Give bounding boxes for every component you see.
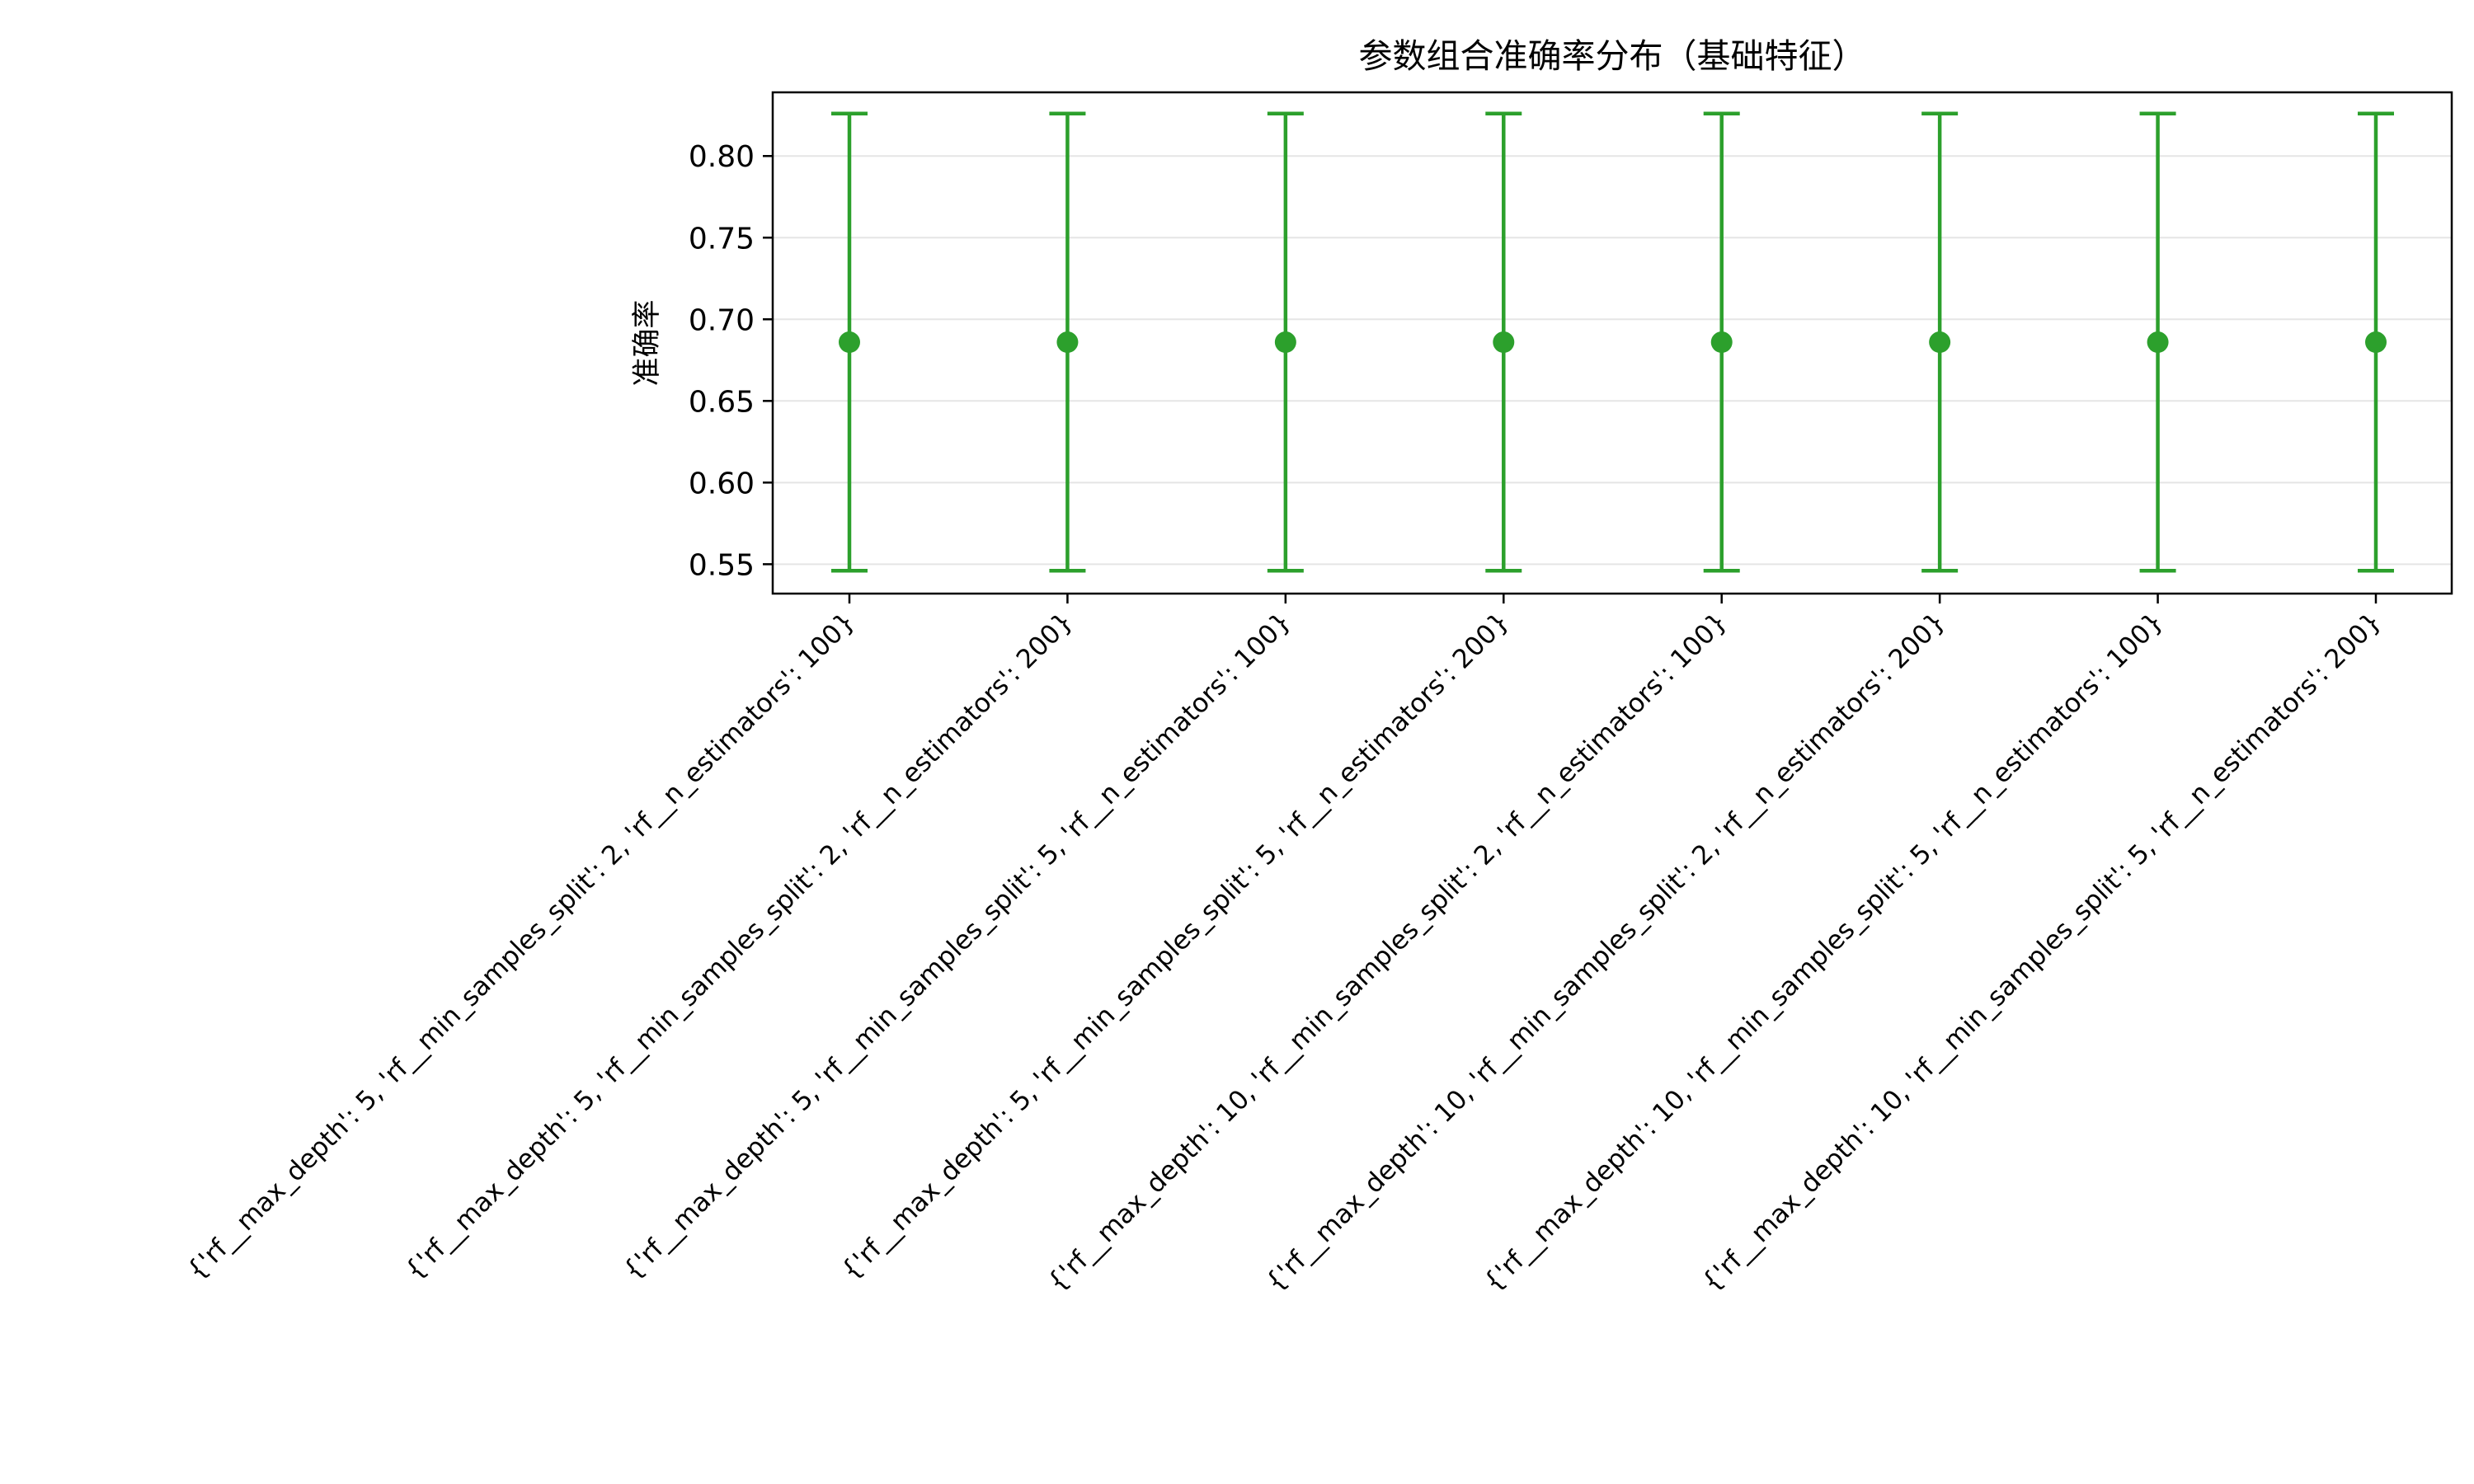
data-point: [1274, 331, 1296, 354]
y-tick-label: 0.60: [689, 467, 755, 500]
data-point: [1929, 331, 1951, 354]
plot-area-frame: [771, 91, 2453, 595]
data-point: [1493, 331, 1515, 354]
y-tick-label: 0.65: [689, 385, 755, 419]
y-axis-label: 准确率: [631, 299, 664, 386]
y-tick-label: 0.55: [689, 548, 755, 582]
grid: [773, 155, 2452, 566]
data-point: [1056, 331, 1079, 354]
data-points: [839, 331, 2387, 354]
y-tick-label: 0.75: [689, 222, 755, 256]
y-axis-ticks: 0.55 0.60 0.65 0.70 0.75 0.80: [689, 140, 773, 582]
data-point: [2147, 331, 2169, 354]
data-point: [1710, 331, 1733, 354]
y-tick-label: 0.80: [689, 140, 755, 174]
data-point: [2365, 331, 2387, 354]
y-tick-label: 0.70: [689, 303, 755, 337]
chart-title: 参数组合准确率分布（基础特征）: [1359, 36, 1866, 76]
data-point: [839, 331, 860, 354]
